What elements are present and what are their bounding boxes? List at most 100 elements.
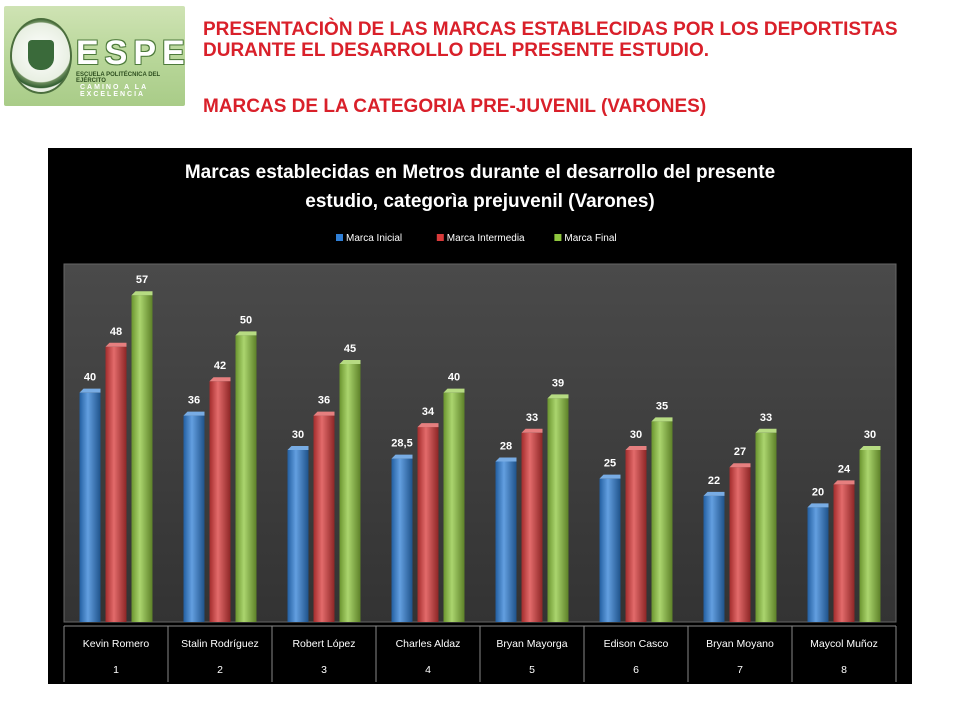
data-label-2-4: 34 — [422, 406, 435, 418]
data-label-3-3: 45 — [344, 343, 356, 355]
bar-cap-3-8 — [859, 446, 881, 450]
bar-cap-2-5 — [521, 428, 543, 433]
data-label-3-7: 33 — [760, 412, 772, 424]
bar-cap-2-7 — [729, 463, 751, 468]
data-label-1-5: 28 — [500, 440, 512, 452]
data-label-1-7: 22 — [708, 475, 720, 487]
bar-cap-2-3 — [313, 411, 335, 416]
espe-logo: ESPE ESCUELA POLITÉCNICA DEL EJÉRCITO CA… — [4, 6, 185, 106]
bar-cap-1-6 — [599, 474, 621, 479]
legend-item-3: Marca Final — [554, 233, 617, 244]
data-label-3-6: 35 — [656, 400, 668, 412]
data-label-2-5: 33 — [526, 412, 538, 424]
bar-cap-2-2 — [209, 377, 231, 382]
category-label-8: Maycol Muñoz — [810, 638, 878, 650]
bar-1-6 — [599, 478, 621, 622]
data-label-2-6: 30 — [630, 429, 642, 441]
page-title: PRESENTACIÒN DE LAS MARCAS ESTABLECIDAS … — [203, 19, 898, 61]
legend-label: Marca Inicial — [346, 233, 402, 244]
category-number-4: 4 — [425, 664, 431, 676]
bar-1-4 — [391, 458, 413, 622]
bar-2-2 — [209, 381, 231, 622]
bar-1-8 — [807, 507, 829, 622]
legend-label: Marca Final — [564, 233, 616, 244]
bar-cap-3-2 — [235, 331, 257, 336]
bar-cap-1-7 — [703, 491, 725, 496]
logo-line1: ESCUELA POLITÉCNICA DEL EJÉRCITO — [76, 72, 161, 84]
bar-2-6 — [625, 450, 647, 622]
category-label-7: Bryan Moyano — [706, 638, 774, 650]
bar-3-7 — [755, 432, 777, 622]
bar-cap-3-4 — [443, 388, 465, 393]
bar-cap-3-6 — [651, 417, 673, 422]
category-label-5: Bryan Mayorga — [496, 638, 567, 650]
bar-cap-3-1 — [131, 291, 153, 296]
bar-2-1 — [105, 346, 127, 622]
bar-2-4 — [417, 427, 439, 622]
category-number-2: 2 — [217, 664, 223, 676]
bar-3-5 — [547, 398, 569, 622]
category-label-4: Charles Aldaz — [396, 638, 461, 650]
category-number-8: 8 — [841, 664, 847, 676]
bar-cap-2-8 — [833, 480, 855, 485]
legend-item-1: Marca Inicial — [336, 233, 402, 244]
bar-cap-1-5 — [495, 457, 517, 462]
data-label-2-2: 42 — [214, 360, 226, 372]
bar-cap-2-4 — [417, 423, 439, 428]
legend-label: Marca Intermedia — [447, 233, 525, 244]
category-number-1: 1 — [113, 664, 119, 676]
bar-cap-1-1 — [79, 388, 101, 393]
bar-1-2 — [183, 415, 205, 622]
data-label-1-2: 36 — [188, 395, 200, 407]
bar-cap-3-7 — [755, 428, 777, 433]
chart-title-line-2: estudio, categorìa prejuvenil (Varones) — [305, 191, 655, 212]
bar-2-7 — [729, 467, 751, 622]
bar-cap-1-3 — [287, 446, 309, 450]
legend-item-2: Marca Intermedia — [436, 233, 525, 244]
logo-line2: CAMINO A LA EXCELENCIA — [80, 84, 148, 98]
bar-3-6 — [651, 421, 673, 622]
legend-swatch — [336, 234, 343, 241]
bar-3-8 — [859, 450, 881, 622]
data-label-3-8: 30 — [864, 429, 876, 441]
data-label-2-3: 36 — [318, 395, 330, 407]
data-label-2-7: 27 — [734, 446, 746, 458]
data-label-2-1: 48 — [110, 326, 122, 338]
bar-3-4 — [443, 392, 465, 622]
data-label-2-8: 24 — [838, 463, 851, 475]
data-label-3-4: 40 — [448, 372, 460, 384]
category-number-3: 3 — [321, 664, 327, 676]
category-number-7: 7 — [737, 664, 743, 676]
bar-3-3 — [339, 364, 361, 622]
bar-2-5 — [521, 432, 543, 622]
bar-3-2 — [235, 335, 257, 622]
category-label-2: Stalin Rodríguez — [181, 638, 259, 650]
bar-cap-1-8 — [807, 503, 829, 508]
data-label-1-4: 28,5 — [391, 438, 412, 450]
bar-cap-3-3 — [339, 360, 361, 364]
bar-cap-2-6 — [625, 446, 647, 450]
legend-swatch — [554, 234, 562, 241]
bar-1-1 — [79, 392, 101, 622]
data-label-3-2: 50 — [240, 314, 252, 326]
bar-chart: Marcas establecidas en Metros durante el… — [48, 148, 912, 684]
data-label-1-6: 25 — [604, 458, 616, 470]
category-number-5: 5 — [529, 664, 535, 676]
category-number-6: 6 — [633, 664, 639, 676]
data-label-1-1: 40 — [84, 372, 96, 384]
data-label-1-8: 20 — [812, 486, 824, 498]
bar-1-7 — [703, 495, 725, 622]
bar-2-3 — [313, 415, 335, 622]
data-label-3-5: 39 — [552, 377, 564, 389]
bar-1-3 — [287, 450, 309, 622]
data-label-1-3: 30 — [292, 429, 304, 441]
bar-2-8 — [833, 484, 855, 622]
chart-svg: Marcas establecidas en Metros durante el… — [63, 162, 897, 682]
category-label-6: Edison Casco — [604, 638, 669, 650]
logo-letters: ESPE — [76, 34, 185, 72]
category-label-1: Kevin Romero — [83, 638, 150, 650]
bar-cap-2-1 — [105, 342, 127, 347]
bar-1-5 — [495, 461, 517, 622]
bar-cap-1-2 — [183, 411, 205, 416]
page-subtitle: MARCAS DE LA CATEGORIA PRE-JUVENIL (VARO… — [203, 96, 707, 117]
